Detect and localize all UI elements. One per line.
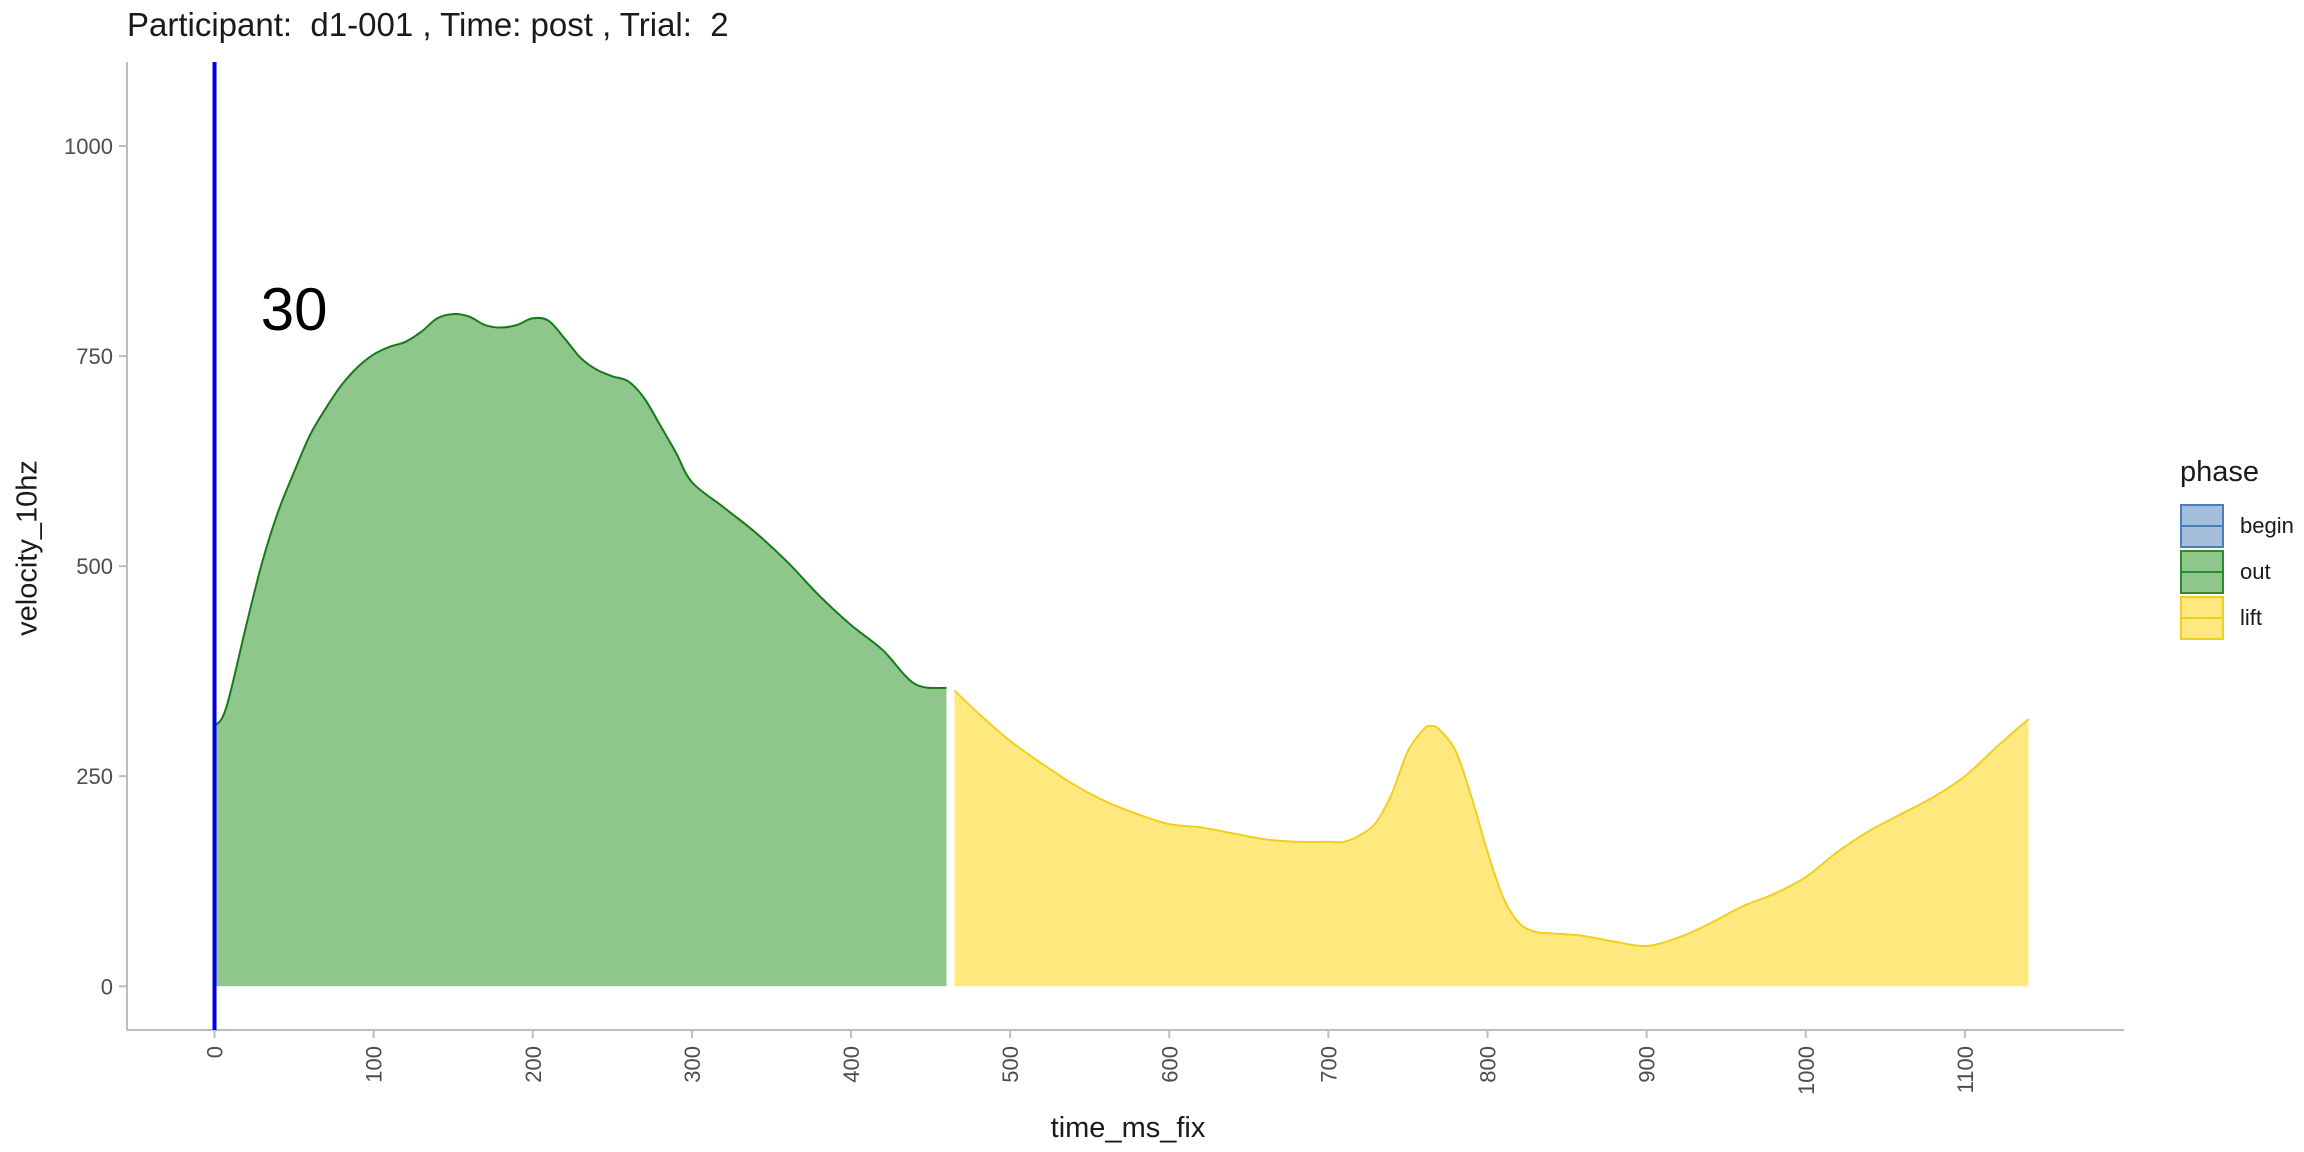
legend-key-begin [2180, 504, 2224, 548]
axes-group [126, 62, 2124, 1031]
x-tick-label: 700 [1316, 1046, 1341, 1083]
legend-items: begin out lift [2180, 503, 2294, 641]
annotation-label: 30 [261, 276, 328, 343]
y-tick-label: 250 [76, 764, 113, 789]
y-ticks-group: 0 250 500 750 1000 [64, 134, 127, 999]
legend-key-lift [2180, 596, 2224, 640]
area-line-out [213, 313, 947, 727]
x-tick-label: 1000 [1794, 1046, 1819, 1095]
x-tick-label: 100 [362, 1046, 387, 1083]
annotations-group: 30 [212, 62, 328, 1030]
x-tick-label: 200 [521, 1046, 546, 1083]
y-tick-label: 0 [101, 974, 113, 999]
legend-title: phase [2180, 456, 2260, 488]
area-fill-out [214, 314, 947, 987]
chart-title: Participant: d1-001 , Time: post , Trial… [127, 6, 729, 43]
legend-item-out: out [2180, 549, 2294, 595]
legend-key-line [2182, 525, 2222, 527]
legend-label: out [2240, 559, 2271, 584]
x-tick-label: 900 [1635, 1046, 1660, 1083]
y-tick-label: 1000 [64, 134, 113, 159]
legend: phase begin out lift [2180, 456, 2294, 641]
legend-label: lift [2240, 605, 2262, 630]
area-line-lift [953, 689, 2030, 948]
y-tick-label: 500 [76, 554, 113, 579]
x-axis-label: time_ms_fix [1050, 1112, 1206, 1144]
x-tick-label: 300 [680, 1046, 705, 1083]
area-fill-lift [954, 690, 2029, 987]
legend-label: begin [2240, 513, 2294, 538]
y-tick-label: 750 [76, 344, 113, 369]
area-series-group [213, 313, 2030, 987]
legend-key-out [2180, 550, 2224, 594]
x-tick-label: 500 [998, 1046, 1023, 1083]
legend-item-lift: lift [2180, 595, 2294, 641]
legend-key-line [2182, 617, 2222, 619]
x-tick-label: 1100 [1953, 1046, 1978, 1093]
x-tick-label: 400 [839, 1046, 864, 1083]
x-tick-label: 0 [203, 1046, 228, 1058]
legend-key-line [2182, 571, 2222, 573]
legend-item-begin: begin [2180, 503, 2294, 549]
x-ticks-group: 0 100 200 300 400 500 600 700 800 900 1000 1100 [203, 1030, 1978, 1095]
y-axis-label: velocity_10hz [11, 460, 44, 636]
x-tick-label: 600 [1157, 1046, 1182, 1083]
x-tick-label: 800 [1476, 1046, 1501, 1083]
